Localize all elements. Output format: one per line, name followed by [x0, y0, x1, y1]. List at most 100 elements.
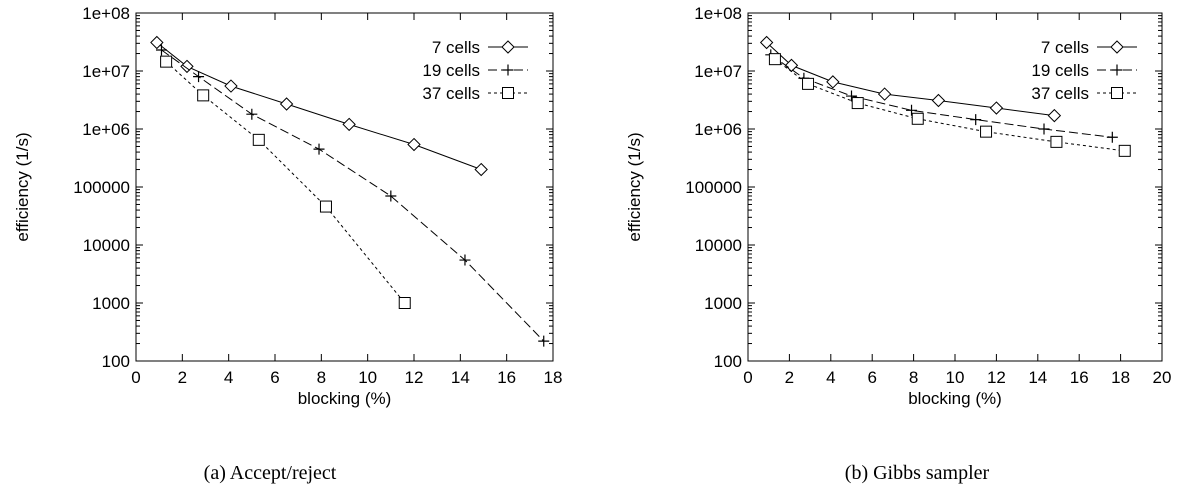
- y-tick-label: 10000: [695, 236, 742, 255]
- data-point-square: [502, 87, 514, 99]
- plot-frame: [747, 12, 1163, 362]
- data-point-square: [1118, 144, 1131, 157]
- y-tick-label: 100: [102, 352, 130, 371]
- data-point-diamond: [931, 93, 946, 108]
- x-tick-label: 4: [826, 368, 835, 387]
- data-point-plus: [193, 71, 205, 83]
- data-point-plus: [155, 44, 167, 56]
- data-point-diamond: [180, 59, 194, 74]
- x-tick-label: 4: [224, 368, 233, 387]
- x-tick-label: 20: [1153, 368, 1172, 387]
- chart-panel: 0 2 4 6 8 10 12 14 16 18 100 1000 10000 100000 1e+06 1e…: [13, 4, 562, 484]
- data-point-diamond: [1047, 108, 1062, 123]
- x-tick-label: 14: [1028, 368, 1047, 387]
- y-tick-label: 100: [714, 352, 742, 371]
- series-37-cells: [160, 55, 411, 309]
- x-tick-label: 16: [497, 368, 516, 387]
- data-point-diamond: [877, 87, 892, 101]
- data-point-diamond: [407, 137, 421, 152]
- data-point-plus: [538, 335, 550, 347]
- x-tick-label: 0: [131, 368, 140, 387]
- data-point-plus: [846, 90, 857, 102]
- series-7-cells: [150, 35, 488, 177]
- data-point-plus: [246, 108, 258, 120]
- x-tick-label: 8: [909, 368, 918, 387]
- data-point-square: [768, 53, 781, 66]
- x-tick-label: 10: [946, 368, 965, 387]
- x-tick-label: 2: [785, 368, 794, 387]
- legend-label: 37 cells: [1031, 84, 1089, 103]
- y-tick-label: 1e+07: [82, 62, 130, 81]
- data-point-diamond: [1110, 40, 1124, 54]
- x-tick-label: 0: [743, 368, 752, 387]
- data-point-diamond: [224, 79, 238, 93]
- series-19-cells: [155, 44, 550, 347]
- data-point-square: [398, 297, 411, 309]
- plot-frame: [135, 12, 554, 362]
- legend: 7 cells 19 cells 37 cells: [1031, 38, 1137, 103]
- data-point-square: [1050, 135, 1063, 148]
- x-tick-label: 18: [544, 368, 563, 387]
- x-tick-label: 10: [358, 368, 377, 387]
- data-point-square: [851, 97, 864, 110]
- data-point-square: [1111, 87, 1123, 99]
- x-tick-label: 18: [1111, 368, 1130, 387]
- data-point-plus: [313, 143, 325, 155]
- data-point-square: [319, 200, 332, 213]
- x-axis-title: blocking (%): [908, 389, 1002, 408]
- x-tick-label: 14: [451, 368, 470, 387]
- legend-label: 7 cells: [1041, 38, 1089, 57]
- data-point-diamond: [501, 40, 515, 54]
- data-point-plus: [1038, 123, 1050, 135]
- data-point-diamond: [279, 97, 294, 111]
- y-tick-label: 100000: [73, 178, 130, 197]
- x-tick-label: 12: [405, 368, 424, 387]
- data-point-plus: [1111, 64, 1123, 76]
- data-point-diamond: [474, 162, 488, 177]
- data-point-diamond: [342, 117, 356, 132]
- y-tick-label: 1000: [92, 294, 130, 313]
- legend-label: 7 cells: [432, 38, 480, 57]
- x-axis-title: blocking (%): [298, 389, 392, 408]
- figure-caption: (a) Accept/reject: [204, 462, 337, 484]
- y-tick-label: 1e+08: [694, 4, 742, 23]
- data-point-square: [911, 112, 924, 125]
- data-point-diamond: [989, 101, 1004, 115]
- data-point-square: [252, 133, 265, 146]
- series-37-cells: [768, 53, 1131, 157]
- data-point-square: [802, 77, 815, 90]
- y-tick-label: 10000: [83, 236, 130, 255]
- data-point-diamond: [759, 35, 774, 50]
- legend-label: 19 cells: [422, 61, 480, 80]
- y-tick-label: 100000: [685, 178, 742, 197]
- data-point-diamond: [150, 35, 164, 50]
- x-tick-label: 6: [270, 368, 279, 387]
- y-tick-label: 1e+06: [694, 120, 742, 139]
- x-tick-label: 8: [317, 368, 326, 387]
- data-point-square: [197, 89, 210, 102]
- chart-panel: 0 2 4 6 8 10 12 14 16 18 20 100 1000 10000 100000 1e+06…: [625, 4, 1171, 484]
- y-axis-title: efficiency (1/s): [13, 132, 32, 241]
- data-point-plus: [459, 254, 471, 266]
- y-tick-label: 1e+06: [82, 120, 130, 139]
- series-line: [161, 49, 545, 342]
- x-tick-label: 2: [178, 368, 187, 387]
- x-tick-label: 16: [1070, 368, 1089, 387]
- figure-caption: (b) Gibbs sampler: [845, 462, 990, 484]
- x-tick-label: 6: [867, 368, 876, 387]
- data-point-square: [980, 125, 993, 138]
- y-axis-title: efficiency (1/s): [625, 132, 644, 241]
- y-tick-label: 1e+08: [82, 4, 130, 23]
- y-tick-label: 1e+07: [694, 62, 742, 81]
- data-point-plus: [970, 114, 982, 126]
- legend: 7 cells 19 cells 37 cells: [422, 38, 528, 103]
- data-point-plus: [385, 190, 397, 202]
- series-7-cells: [759, 35, 1062, 123]
- data-point-diamond: [826, 75, 840, 89]
- data-point-plus: [1106, 131, 1118, 143]
- x-tick-label: 12: [987, 368, 1006, 387]
- legend-label: 19 cells: [1031, 61, 1089, 80]
- legend-label: 37 cells: [422, 84, 480, 103]
